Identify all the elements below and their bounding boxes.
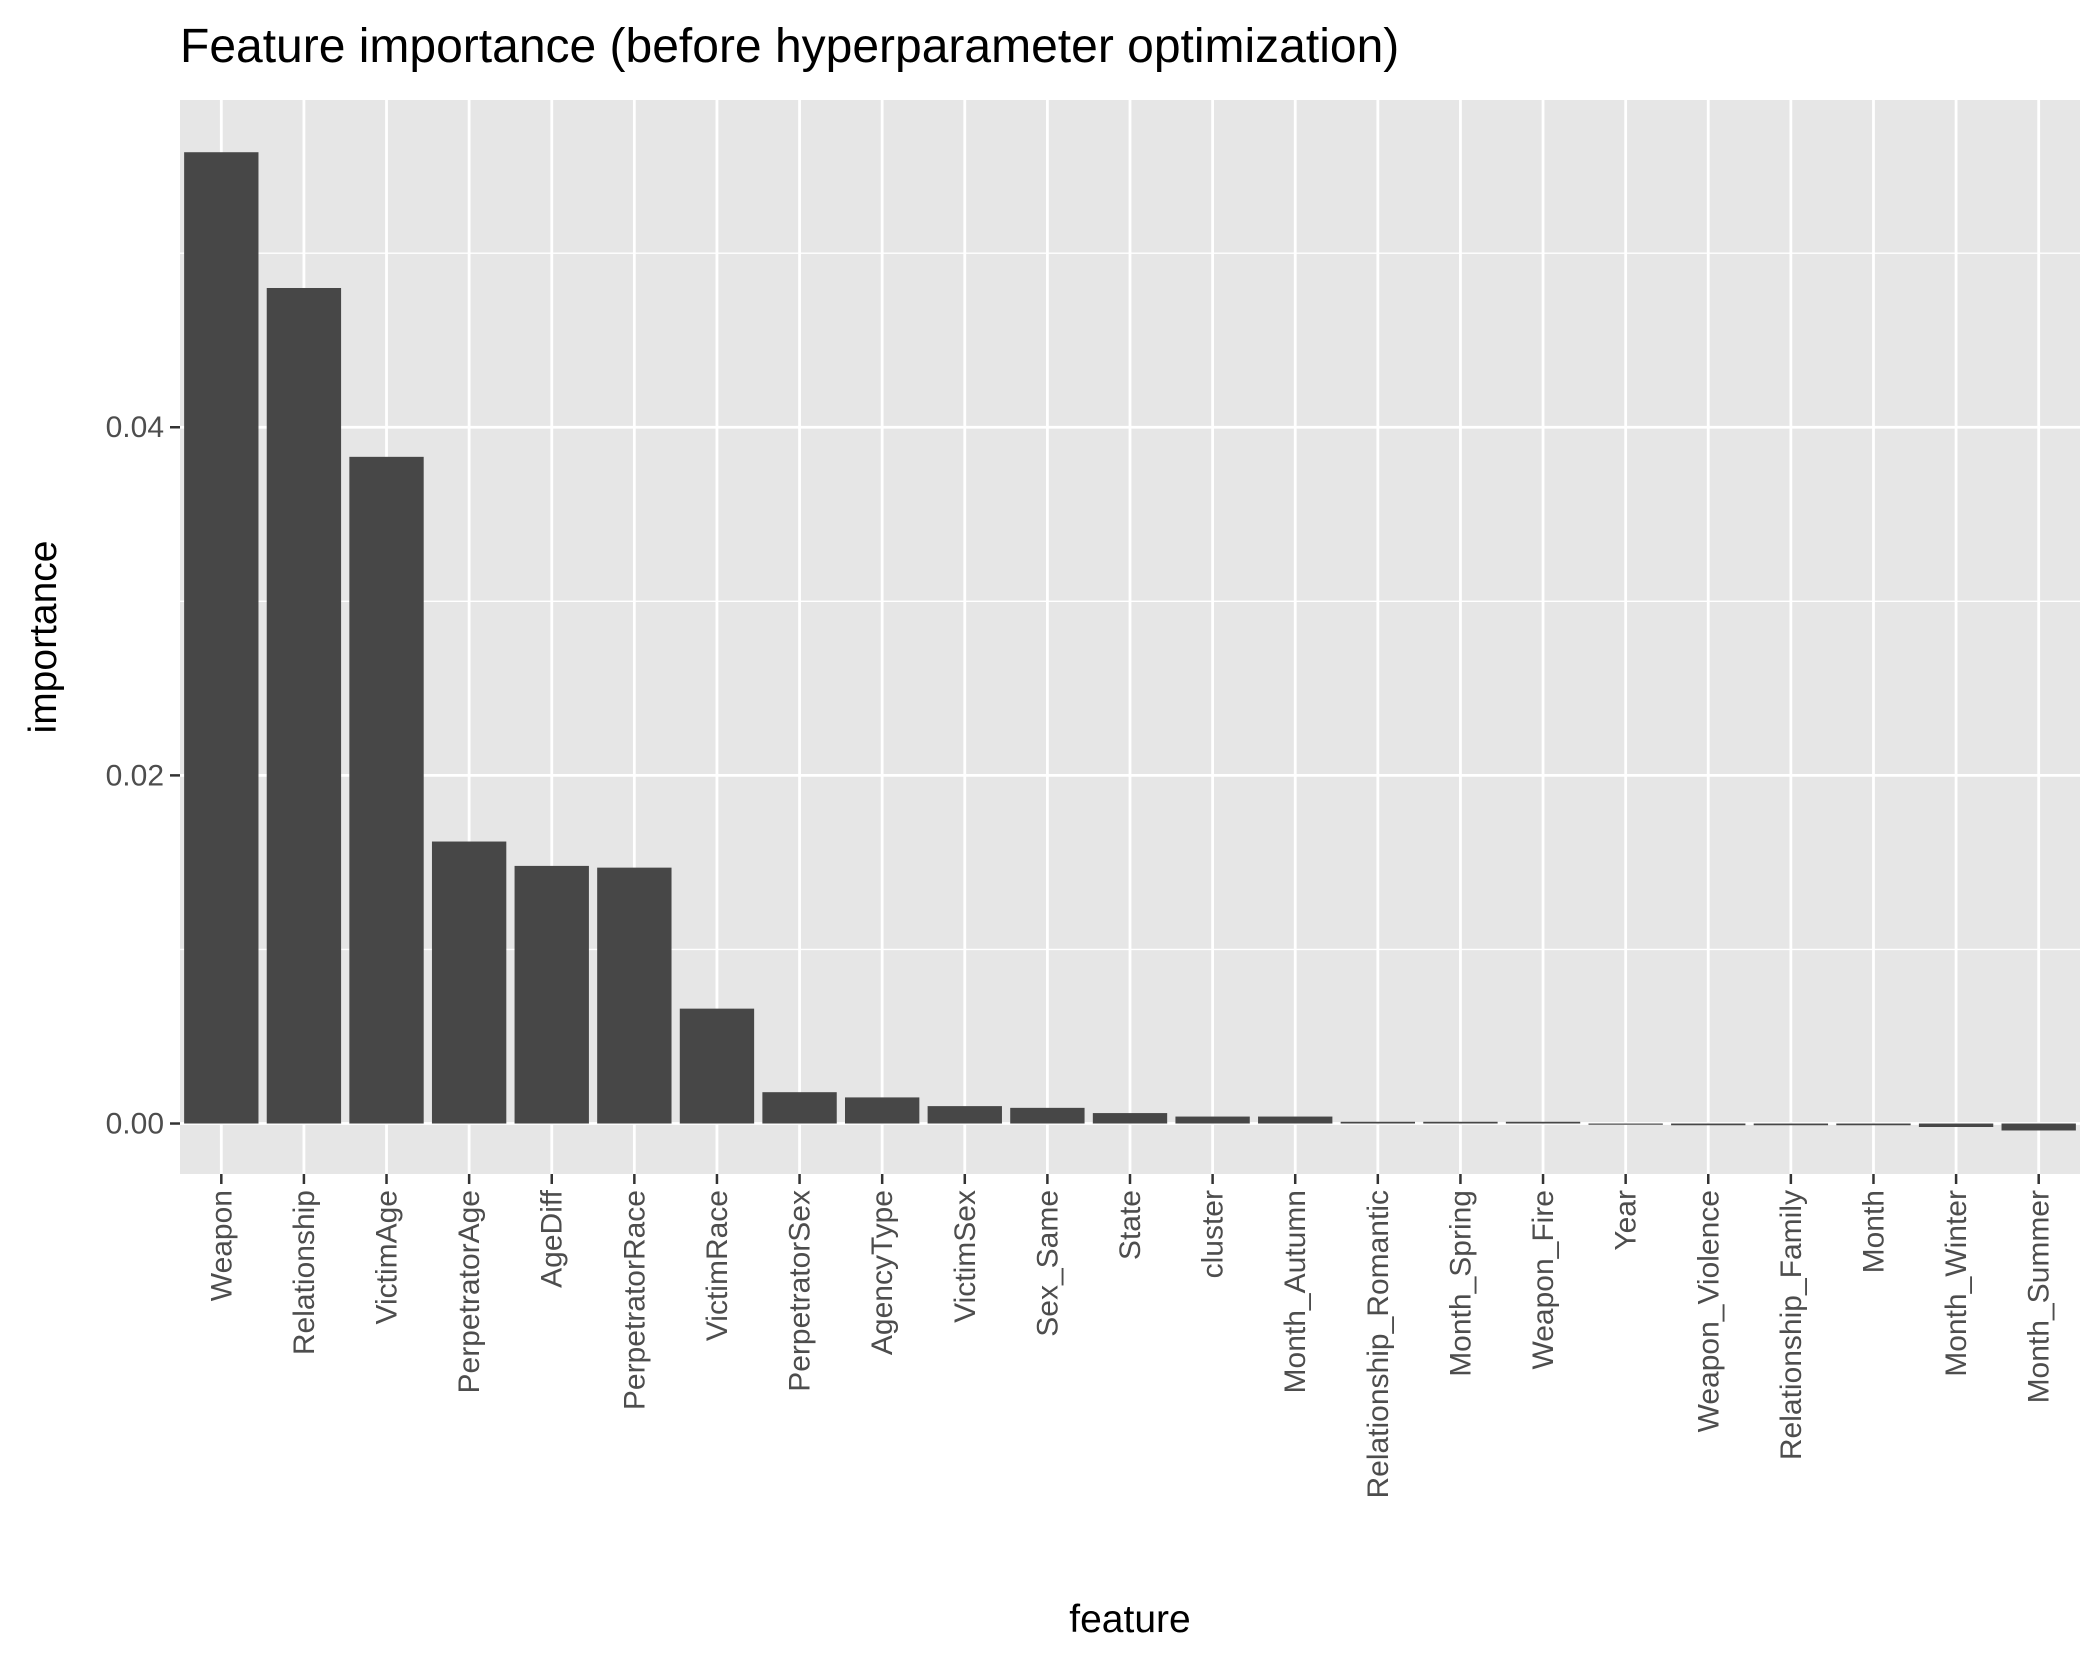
bar bbox=[597, 867, 672, 1124]
x-tick-label: Relationship_Family bbox=[1775, 1190, 1808, 1460]
x-axis-title: feature bbox=[1069, 1598, 1190, 1641]
bar bbox=[349, 456, 424, 1124]
bar bbox=[2001, 1123, 2076, 1131]
x-tick-label: Sex_Same bbox=[1031, 1190, 1064, 1337]
x-tick-label: PerpetratorRace bbox=[618, 1190, 651, 1410]
x-axis: Weapon Relationship VictimAge PerpetratorAg… bbox=[205, 1174, 2056, 1499]
x-tick-label: Year bbox=[1610, 1190, 1643, 1251]
x-tick-label: AgencyType bbox=[866, 1190, 899, 1355]
y-tick-label: 0.00 bbox=[106, 1108, 164, 1141]
bar bbox=[1010, 1107, 1085, 1124]
bar bbox=[1340, 1121, 1415, 1124]
bar bbox=[184, 152, 259, 1124]
x-tick-label: Month_Summer bbox=[2023, 1190, 2056, 1403]
bar bbox=[1588, 1123, 1663, 1125]
x-tick-label: PerpetratorAge bbox=[453, 1190, 486, 1393]
x-tick-label: VictimSex bbox=[949, 1190, 982, 1323]
x-tick-label: Weapon_Violence bbox=[1692, 1190, 1725, 1432]
x-tick-label: VictimRace bbox=[701, 1190, 734, 1341]
bar bbox=[1175, 1116, 1250, 1124]
bar bbox=[762, 1092, 837, 1124]
bar bbox=[1671, 1123, 1746, 1126]
bar bbox=[431, 841, 507, 1124]
bar bbox=[1092, 1113, 1168, 1124]
x-tick-label: State bbox=[1114, 1190, 1147, 1260]
x-tick-label: PerpetratorSex bbox=[784, 1190, 817, 1392]
x-tick-label: Month_Winter bbox=[1940, 1190, 1973, 1377]
bar bbox=[1836, 1123, 1911, 1126]
bars bbox=[184, 152, 2076, 1131]
bar bbox=[1423, 1121, 1498, 1124]
y-tick-label: 0.04 bbox=[106, 411, 164, 444]
chart-title: Feature importance (before hyperparamete… bbox=[180, 20, 1399, 73]
bar bbox=[266, 287, 342, 1124]
x-tick-label: Relationship_Romantic bbox=[1362, 1190, 1395, 1499]
bar bbox=[679, 1008, 755, 1124]
bar bbox=[1258, 1116, 1333, 1124]
x-tick-label: Month_Spring bbox=[1444, 1190, 1477, 1377]
x-tick-label: VictimAge bbox=[371, 1190, 404, 1325]
bar bbox=[927, 1106, 1002, 1124]
x-tick-label: Month bbox=[1857, 1190, 1890, 1273]
y-axis-title: importance bbox=[22, 541, 65, 734]
y-axis: 0.00 0.02 0.04 bbox=[106, 411, 180, 1141]
bar bbox=[845, 1097, 920, 1124]
x-tick-label: AgeDiff bbox=[536, 1189, 569, 1288]
x-tick-label: Weapon_Fire bbox=[1527, 1190, 1560, 1370]
x-tick-label: cluster bbox=[1197, 1190, 1230, 1278]
x-tick-label: Relationship bbox=[288, 1190, 321, 1355]
y-tick-label: 0.02 bbox=[106, 759, 164, 792]
x-tick-label: Month_Autumn bbox=[1279, 1190, 1312, 1393]
x-tick-label: Weapon bbox=[205, 1190, 238, 1301]
bar bbox=[1918, 1123, 1994, 1128]
bar bbox=[514, 865, 589, 1124]
bar bbox=[1753, 1123, 1829, 1126]
bar bbox=[1505, 1121, 1581, 1124]
